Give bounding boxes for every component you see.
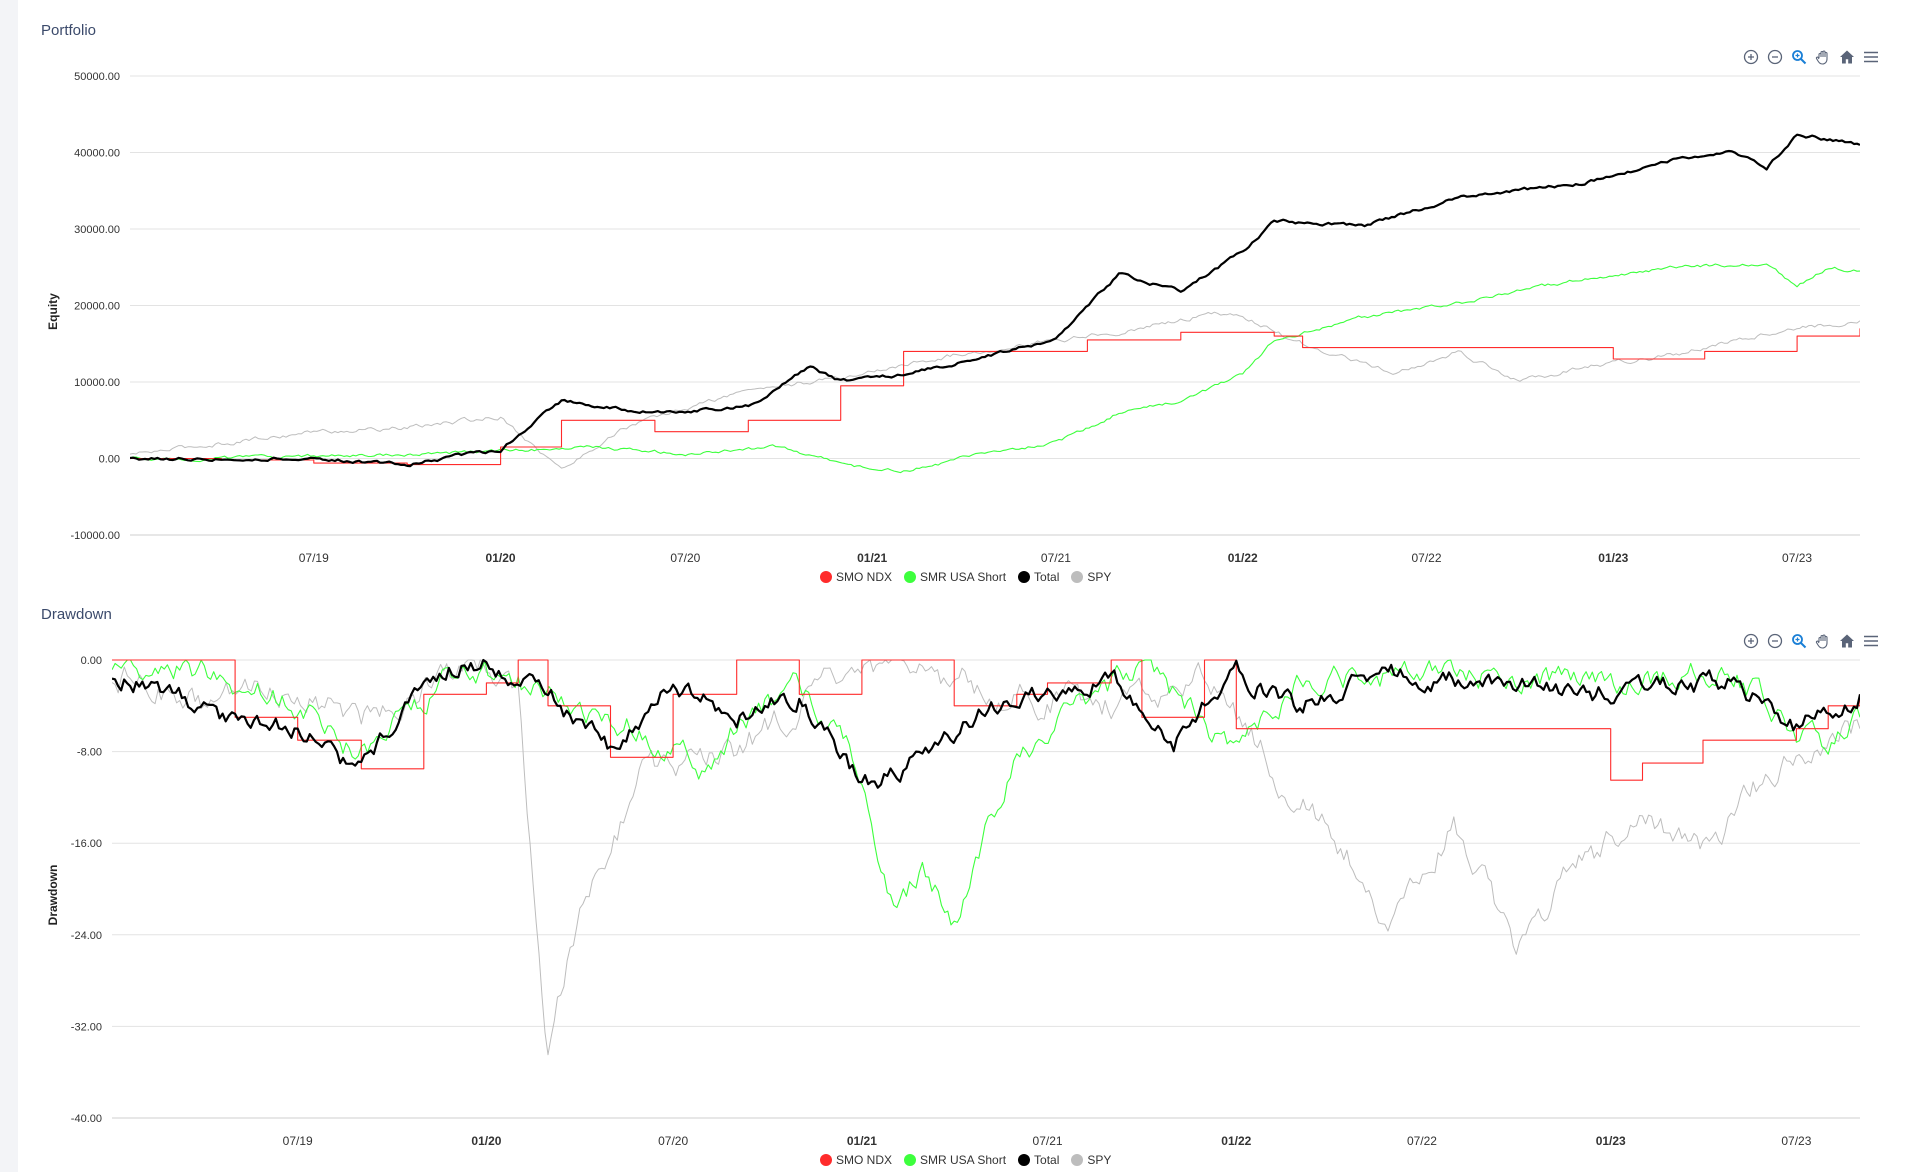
legend-item[interactable]: Total [1018,570,1059,584]
x-tick-label: 01/22 [1221,1134,1251,1148]
y-tick-label: -32.00 [71,1021,102,1033]
chart-toolbar [1742,48,1880,66]
menu-icon[interactable] [1862,48,1880,66]
magnifier-icon[interactable] [1790,632,1808,650]
x-tick-label: 07/22 [1407,1134,1437,1148]
x-tick-label: 07/19 [283,1134,313,1148]
chart-legend: SMO NDX SMR USA Short Total SPY [820,570,1111,584]
y-tick-label: -40.00 [71,1113,102,1125]
portfolio-panel: Portfolio 50000.00 40000.00 30000.00 20000.0… [18,0,1920,590]
legend-marker [1018,1154,1031,1166]
dashboard-card: Portfolio 50000.00 40000.00 30000.00 20000.0… [18,0,1920,1172]
series-line-total [112,658,1860,789]
legend-marker [1071,1154,1084,1166]
legend-item[interactable]: SMR USA Short [904,570,1006,584]
series-line-smr-usa-short [130,263,1860,474]
legend-label: SMR USA Short [920,1153,1007,1167]
legend-marker [904,1154,917,1166]
legend-item[interactable]: SMO NDX [820,1153,892,1167]
y-axis-label: Drawdown [46,865,60,926]
y-axis-label: Equity [46,293,60,330]
legend-marker [1071,571,1084,583]
y-tick-label: -16.00 [71,838,102,850]
y-tick-label: 0.00 [99,454,120,466]
legend-label: SMO NDX [836,570,893,584]
legend-item[interactable]: Total [1018,1153,1059,1167]
y-tick-label: -10000.00 [70,530,120,542]
zoom-in-icon[interactable] [1742,48,1760,66]
home-icon[interactable] [1838,48,1856,66]
legend-label: SMO NDX [836,1153,893,1167]
series-line-total [130,133,1860,468]
chart-canvas: 50000.00 40000.00 30000.00 20000.00 10000.00… [46,71,1860,565]
x-tick-label: 01/20 [471,1134,501,1148]
y-tick-label: 0.00 [81,655,102,667]
legend-item[interactable]: SMO NDX [820,570,892,584]
x-tick-label: 07/19 [299,551,329,565]
x-tick-label: 01/21 [857,551,887,565]
zoom-out-icon[interactable] [1766,48,1784,66]
x-tick-label: 07/23 [1782,551,1812,565]
series-line-spy [130,311,1860,469]
y-tick-label: -24.00 [71,930,102,942]
x-tick-label: 01/22 [1228,551,1258,565]
chart-canvas: 0.00 -8.00 -16.00 -24.00 -32.00 -40.00 Drawdow… [46,655,1860,1148]
pan-hand-icon[interactable] [1814,632,1832,650]
y-tick-label: 10000.00 [74,377,120,389]
menu-icon[interactable] [1862,632,1880,650]
legend-item[interactable]: SPY [1071,570,1111,584]
legend-label: SPY [1087,1153,1112,1167]
legend-label: SPY [1087,570,1112,584]
y-tick-label: 50000.00 [74,71,120,83]
x-tick-label: 01/20 [486,551,516,565]
legend-item[interactable]: SMR USA Short [904,1153,1006,1167]
y-tick-label: 20000.00 [74,301,120,313]
magnifier-icon[interactable] [1790,48,1808,66]
y-tick-label: 40000.00 [74,148,120,160]
y-tick-label: -8.00 [77,747,102,759]
drawdown-panel: Drawdown 0.00 -8.00 -16.00 -24.00 -32.00 -40.0… [18,590,1920,1172]
series-line-smo-ndx [130,328,1860,466]
legend-item[interactable]: SPY [1071,1153,1111,1167]
legend-label: Total [1034,570,1060,584]
legend-label: Total [1034,1153,1060,1167]
x-tick-label: 07/21 [1033,1134,1063,1148]
chart-toolbar [1742,632,1880,650]
legend-marker [904,571,917,583]
x-tick-label: 07/21 [1041,551,1071,565]
legend-marker [1018,571,1031,583]
series-line-smr-usa-short [112,659,1860,926]
series-line-spy [112,659,1860,1056]
x-tick-label: 07/20 [658,1134,688,1148]
x-tick-label: 07/20 [670,551,700,565]
x-tick-label: 01/23 [1596,1134,1626,1148]
pan-hand-icon[interactable] [1814,48,1832,66]
chart-title: Drawdown [41,606,112,623]
series-line-smo-ndx [112,659,1860,781]
legend-marker [820,1154,832,1166]
y-tick-label: 30000.00 [74,224,120,236]
legend-marker [820,571,832,583]
home-icon[interactable] [1838,632,1856,650]
zoom-in-icon[interactable] [1742,632,1760,650]
x-tick-label: 01/21 [847,1134,877,1148]
x-tick-label: 07/23 [1781,1134,1811,1148]
chart-legend: SMO NDX SMR USA Short Total SPY [820,1153,1111,1167]
chart-title: Portfolio [41,22,97,39]
x-tick-label: 07/22 [1411,551,1441,565]
zoom-out-icon[interactable] [1766,632,1784,650]
x-tick-label: 01/23 [1598,551,1628,565]
legend-label: SMR USA Short [920,570,1007,584]
